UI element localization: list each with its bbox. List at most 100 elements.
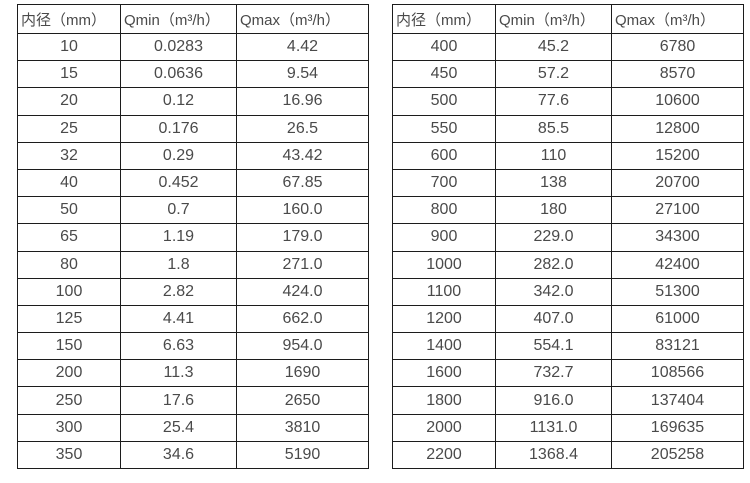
table-row: 80 1.8 271.0 — [17, 250, 369, 279]
qmax-cell: 34300 — [611, 223, 744, 252]
qmax-cell: 16.96 — [236, 87, 369, 116]
table-row: 250 17.6 2650 — [17, 386, 369, 415]
table-row: 100 2.82 424.0 — [17, 277, 369, 306]
table-row: 900 229.0 34300 — [392, 223, 744, 252]
qmin-cell: 342.0 — [495, 277, 612, 306]
table-row: 10 0.0283 4.42 — [17, 32, 369, 62]
qmax-cell: 15200 — [611, 141, 744, 170]
diameter-cell: 80 — [17, 250, 121, 279]
diameter-cell: 1400 — [392, 332, 496, 361]
qmin-cell: 916.0 — [495, 386, 612, 415]
diameter-cell: 500 — [392, 87, 496, 116]
qmax-cell: 179.0 — [236, 223, 369, 252]
diameter-cell: 150 — [17, 332, 121, 361]
column-header: Qmin（m³/h） — [495, 4, 612, 34]
qmax-cell: 5190 — [236, 440, 369, 470]
table-row: 1600 732.7 108566 — [392, 359, 744, 388]
qmin-cell: 6.63 — [120, 332, 237, 361]
qmin-cell: 11.3 — [120, 359, 237, 388]
qmin-cell: 732.7 — [495, 359, 612, 388]
qmin-cell: 45.2 — [495, 32, 612, 62]
table-row: 125 4.41 662.0 — [17, 304, 369, 334]
column-header: 内径（mm） — [392, 4, 496, 34]
diameter-cell: 1800 — [392, 386, 496, 415]
diameter-cell: 15 — [17, 60, 121, 89]
qmin-cell: 57.2 — [495, 60, 612, 89]
diameter-cell: 400 — [392, 32, 496, 62]
qmax-cell: 1690 — [236, 359, 369, 388]
diameter-cell: 250 — [17, 386, 121, 415]
qmin-cell: 1.19 — [120, 223, 237, 252]
table-row: 1100 342.0 51300 — [392, 277, 744, 306]
table-row: 32 0.29 43.42 — [17, 141, 369, 170]
qmin-cell: 34.6 — [120, 440, 237, 470]
table-row: 1400 554.1 83121 — [392, 332, 744, 361]
table-row: 800 180 27100 — [392, 196, 744, 225]
header-row: 内径（mm） Qmin（m³/h） Qmax（m³/h） — [392, 4, 744, 34]
table-row: 150 6.63 954.0 — [17, 332, 369, 361]
diameter-cell: 1100 — [392, 277, 496, 306]
diameter-cell: 800 — [392, 196, 496, 225]
qmin-cell: 554.1 — [495, 332, 612, 361]
diameter-cell: 1200 — [392, 304, 496, 334]
diameter-cell: 900 — [392, 223, 496, 252]
qmax-cell: 42400 — [611, 250, 744, 279]
diameter-cell: 1600 — [392, 359, 496, 388]
table-header: 内径（mm） Qmin（m³/h） Qmax（m³/h） — [17, 4, 369, 34]
qmin-cell: 180 — [495, 196, 612, 225]
qmin-cell: 25.4 — [120, 413, 237, 442]
diameter-cell: 300 — [17, 413, 121, 442]
qmin-cell: 0.29 — [120, 141, 237, 170]
column-header: 内径（mm） — [17, 4, 121, 34]
table-row: 300 25.4 3810 — [17, 413, 369, 442]
table-row: 450 57.2 8570 — [392, 60, 744, 89]
qmax-cell: 27100 — [611, 196, 744, 225]
column-header: Qmax（m³/h） — [236, 4, 369, 34]
qmax-cell: 2650 — [236, 386, 369, 415]
qmin-cell: 407.0 — [495, 304, 612, 334]
qmax-cell: 43.42 — [236, 141, 369, 170]
qmax-cell: 3810 — [236, 413, 369, 442]
qmax-cell: 6780 — [611, 32, 744, 62]
qmin-cell: 138 — [495, 168, 612, 198]
qmax-cell: 424.0 — [236, 277, 369, 306]
diameter-cell: 550 — [392, 114, 496, 143]
diameter-cell: 25 — [17, 114, 121, 143]
table-row: 700 138 20700 — [392, 168, 744, 198]
qmin-cell: 2.82 — [120, 277, 237, 306]
qmax-cell: 12800 — [611, 114, 744, 143]
diameter-cell: 10 — [17, 32, 121, 62]
table-row: 65 1.19 179.0 — [17, 223, 369, 252]
table-body: 400 45.2 6780 450 57.2 8570 500 77.6 10600 550 85.… — [392, 32, 744, 470]
qmin-cell: 77.6 — [495, 87, 612, 116]
diameter-cell: 2200 — [392, 440, 496, 470]
qmin-cell: 110 — [495, 141, 612, 170]
qmin-cell: 4.41 — [120, 304, 237, 334]
table-row: 200 11.3 1690 — [17, 359, 369, 388]
table-row: 550 85.5 12800 — [392, 114, 744, 143]
table-row: 500 77.6 10600 — [392, 87, 744, 116]
qmax-cell: 61000 — [611, 304, 744, 334]
table-row: 350 34.6 5190 — [17, 440, 369, 470]
diameter-cell: 600 — [392, 141, 496, 170]
qmin-cell: 0.12 — [120, 87, 237, 116]
qmax-cell: 26.5 — [236, 114, 369, 143]
qmax-cell: 10600 — [611, 87, 744, 116]
diameter-cell: 1000 — [392, 250, 496, 279]
qmin-cell: 1131.0 — [495, 413, 612, 442]
qmax-cell: 137404 — [611, 386, 744, 415]
qmax-cell: 954.0 — [236, 332, 369, 361]
flow-rate-table-large-diameters: 内径（mm） Qmin（m³/h） Qmax（m³/h） 400 45.2 6780 45… — [392, 4, 744, 470]
diameter-cell: 125 — [17, 304, 121, 334]
table-row: 50 0.7 160.0 — [17, 196, 369, 225]
qmin-cell: 85.5 — [495, 114, 612, 143]
diameter-cell: 65 — [17, 223, 121, 252]
table-row: 600 110 15200 — [392, 141, 744, 170]
diameter-cell: 350 — [17, 440, 121, 470]
table-row: 25 0.176 26.5 — [17, 114, 369, 143]
diameter-cell: 40 — [17, 168, 121, 198]
qmin-cell: 0.7 — [120, 196, 237, 225]
table-row: 1800 916.0 137404 — [392, 386, 744, 415]
table-row: 20 0.12 16.96 — [17, 87, 369, 116]
